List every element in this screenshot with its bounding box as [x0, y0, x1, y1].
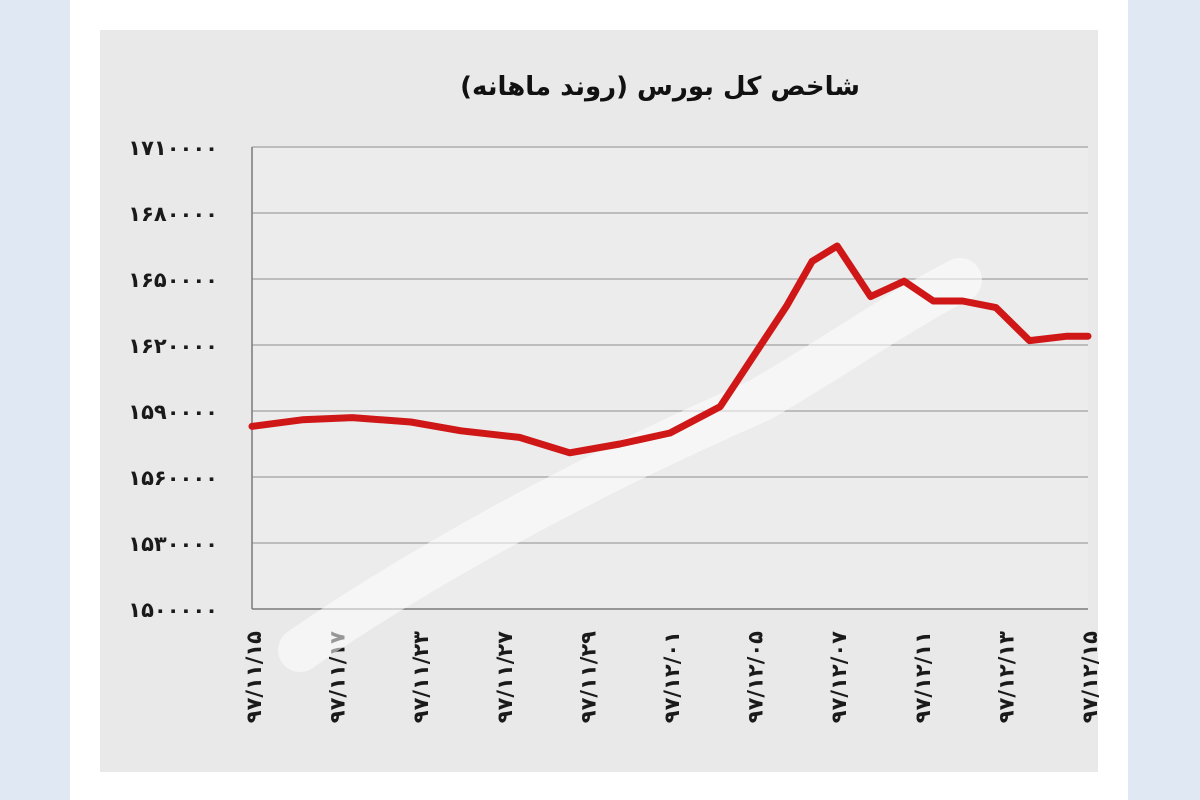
y-tick-label: ۱۵۶۰۰۰۰ — [128, 466, 218, 490]
y-tick-label: ۱۶۲۰۰۰۰ — [128, 334, 218, 358]
plot-area — [252, 147, 1088, 609]
x-tick-label: ۹۷/۱۱/۲۳ — [409, 631, 433, 723]
y-tick-label: ۱۶۸۰۰۰۰ — [128, 202, 218, 226]
watermark — [278, 258, 982, 672]
x-tick-label: ۹۷/۱۲/۱۵ — [1078, 631, 1102, 723]
y-tick-label: ۱۵۰۰۰۰۰ — [128, 598, 218, 622]
x-tick-label: ۹۷/۱۲/۰۵ — [744, 631, 768, 723]
x-tick-label: ۹۷/۱۱/۲۹ — [576, 631, 600, 723]
y-tick-label: ۱۵۹۰۰۰۰ — [128, 400, 218, 424]
y-tick-label: ۱۷۱۰۰۰۰ — [128, 136, 218, 160]
x-tick-label: ۹۷/۱۱/۱۵ — [242, 631, 266, 723]
chart-title: شاخص کل بورس (روند ماهانه) — [460, 72, 860, 102]
x-tick-label: ۹۷/۱۲/۰۱ — [660, 631, 684, 723]
y-tick-label: ۱۵۳۰۰۰۰ — [128, 532, 218, 556]
x-tick-label: ۹۷/۱۲/۰۷ — [827, 631, 851, 723]
x-tick-label: ۹۷/۱۱/۲۷ — [493, 631, 517, 723]
x-tick-label: ۹۷/۱۲/۱۳ — [994, 631, 1018, 723]
y-tick-label: ۱۶۵۰۰۰۰ — [128, 268, 218, 292]
x-tick-label: ۹۷/۱۲/۱۱ — [911, 631, 935, 723]
